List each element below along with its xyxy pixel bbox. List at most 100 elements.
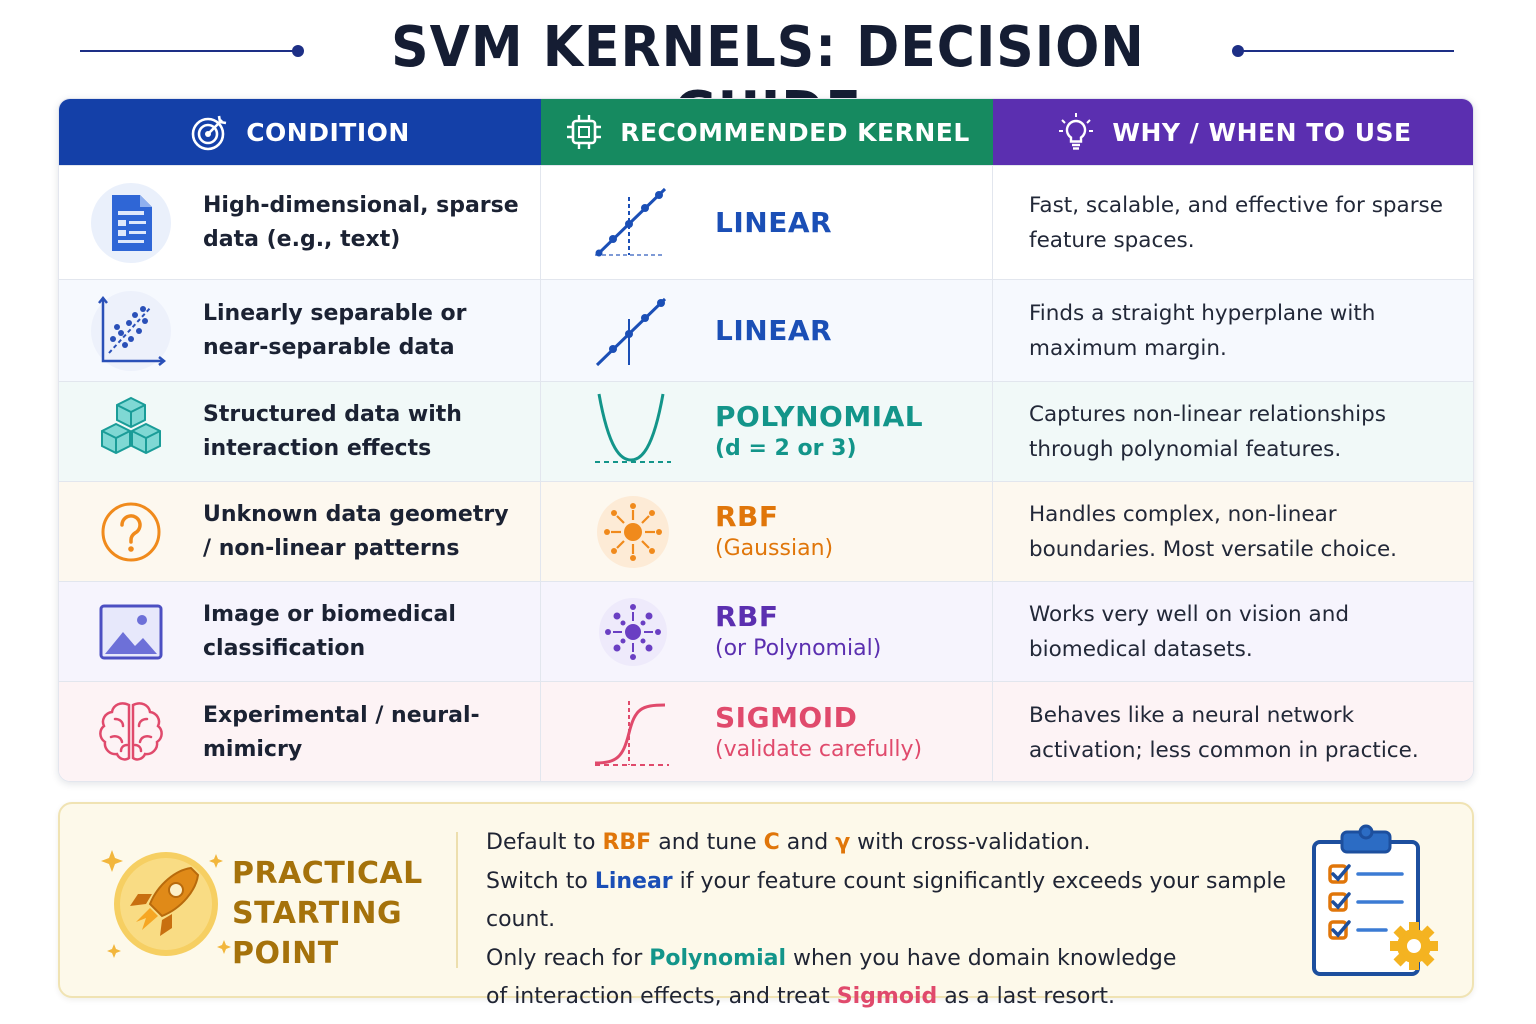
kernel-cell: LINEAR [541,166,993,279]
target-icon [190,112,230,152]
kernel-table: CONDITION RECOMMENDED KERNEL [58,98,1474,782]
kernel-subtitle: (validate carefully) [715,736,923,762]
practical-text: Default to RBF and tune C and γ with cro… [486,824,1306,1017]
table-row: High-dimensional, sparse data (e.g., tex… [59,165,1473,279]
kernel-label: POLYNOMIAL (d = 2 or 3) [715,400,985,464]
why-cell: Handles complex, non-linear boundaries. … [993,482,1473,581]
text-segment: and [779,830,836,855]
title-dot-right [1232,45,1244,57]
practical-title-line1: PRACTICAL [232,856,423,891]
table-row: Structured data with interaction effects… [59,381,1473,481]
condition-cell: Structured data with interaction effects [59,382,541,481]
question-mark-icon [87,488,175,576]
highlight-rbf: RBF [602,830,652,855]
table-row: Unknown data geometry / non-linear patte… [59,481,1473,581]
table-row: Experimental / neural-mimicry SIGMOID (v… [59,681,1473,781]
kernel-name: RBF [715,599,779,633]
lightbulb-icon [1056,112,1096,152]
text-segment: when you have domain knowledge [786,945,1177,971]
condition-cell: Image or biomedical classification [59,582,541,681]
kernel-cell: LINEAR [541,280,993,381]
sigmoid-curve-icon [591,691,675,775]
why-text: Finds a straight hyperplane with maximum… [1029,300,1376,361]
text-segment: as a last resort. [937,984,1116,1009]
kernel-label: LINEAR [715,206,985,240]
text-segment: Default to [486,830,603,855]
linear-line-icon [591,181,675,265]
kernel-subtitle: (or Polynomial) [715,635,882,661]
why-text: Handles complex, non-linear boundaries. … [1029,501,1398,562]
practical-line: Switch to Linear if your feature count s… [486,863,1306,940]
text-segment: if your feature count significantly exce… [486,868,1286,933]
highlight-c: C [763,830,780,855]
rocket-icon [96,832,236,972]
brain-icon [87,689,175,777]
condition-text: Structured data with interaction effects [203,401,462,461]
kernel-cell: POLYNOMIAL (d = 2 or 3) [541,382,993,481]
condition-text: High-dimensional, sparse data (e.g., tex… [203,192,519,252]
text-segment: and tune [651,830,764,855]
kernel-name: LINEAR [715,205,833,239]
condition-text: Image or biomedical classification [203,601,456,661]
kernel-label: RBF (or Polynomial) [715,600,985,664]
highlight-polynomial: Polynomial [649,945,786,971]
practical-starting-point: PRACTICAL STARTING POINT Default to RBF … [58,802,1474,1009]
header-why: WHY / WHEN TO USE [993,99,1473,165]
table-row: Linearly separable or near-separable dat… [59,279,1473,381]
condition-cell: Experimental / neural-mimicry [59,682,541,781]
why-text: Behaves like a neural network activation… [1029,702,1419,763]
kernel-label: LINEAR [715,314,985,348]
title-bar: SVM KERNELS: DECISION GUIDE [0,14,1536,145]
title-rule-right [1240,50,1454,52]
header-condition-label: CONDITION [246,117,410,147]
highlight-linear: Linear [594,868,673,894]
condition-cell: Linearly separable or near-separable dat… [59,280,541,381]
kernel-name: SIGMOID [715,700,858,734]
highlight-sigmoid: Sigmoid [836,984,938,1009]
text-segment: Only reach for [486,945,650,971]
radial-burst-icon [591,590,675,674]
scatter-plot-icon [87,287,175,375]
kernel-name: LINEAR [715,313,833,347]
image-icon [87,588,175,676]
why-text: Works very well on vision and biomedical… [1029,601,1349,662]
practical-title-line2: STARTING POINT [232,896,403,971]
kernel-subtitle: (d = 2 or 3) [715,435,857,461]
text-segment: Switch to [486,868,595,894]
header-kernel-label: RECOMMENDED KERNEL [620,117,970,147]
practical-line: Default to RBF and tune C and γ with cro… [486,824,1306,863]
radial-burst-icon [591,490,675,574]
condition-cell: High-dimensional, sparse data (e.g., tex… [59,166,541,279]
why-cell: Works very well on vision and biomedical… [993,582,1473,681]
why-text: Fast, scalable, and effective for sparse… [1029,192,1443,253]
condition-text: Linearly separable or near-separable dat… [203,300,467,360]
kernel-label: SIGMOID (validate carefully) [715,701,985,765]
why-cell: Captures non-linear relationships throug… [993,382,1473,481]
cubes-icon [87,388,175,476]
text-segment: with cross-validation. [850,830,1091,855]
practical-line: of interaction effects, and treat Sigmoi… [486,978,1306,1017]
kernel-cell: RBF (or Polynomial) [541,582,993,681]
table-header: CONDITION RECOMMENDED KERNEL [59,99,1473,165]
clipboard-checklist-icon [1306,822,1446,982]
header-why-label: WHY / WHEN TO USE [1112,117,1412,147]
kernel-label: RBF (Gaussian) [715,500,985,564]
divider [456,832,458,968]
why-cell: Finds a straight hyperplane with maximum… [993,280,1473,381]
condition-text: Experimental / neural-mimicry [203,702,480,762]
kernel-cell: RBF (Gaussian) [541,482,993,581]
header-condition: CONDITION [59,99,541,165]
why-text: Captures non-linear relationships throug… [1029,401,1386,462]
chip-icon [564,112,604,152]
parabola-icon [591,390,675,474]
kernel-cell: SIGMOID (validate carefully) [541,682,993,781]
title-rule-left [80,50,295,52]
kernel-subtitle: (Gaussian) [715,535,834,561]
document-icon [87,179,175,267]
linear-line-icon [591,289,675,373]
title-dot-left [292,45,304,57]
condition-text: Unknown data geometry / non-linear patte… [203,501,509,561]
condition-cell: Unknown data geometry / non-linear patte… [59,482,541,581]
kernel-name: POLYNOMIAL [715,399,924,433]
text-segment: of interaction effects, and treat [486,984,837,1009]
